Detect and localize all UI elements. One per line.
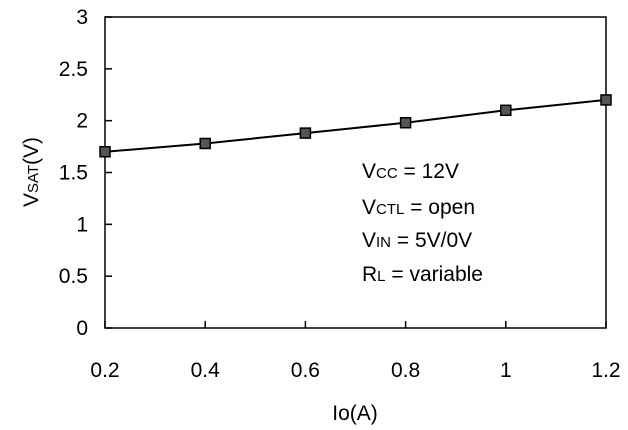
y-axis-title: VSAT(V) [20, 137, 43, 207]
y-tick-label: 2.5 [59, 58, 88, 81]
x-tick-label: 0.6 [291, 359, 320, 382]
conditions-annotation: VCC = 12V VCTL = open VIN = 5V/0V RL = v… [362, 160, 483, 286]
x-tick-label: 1.2 [591, 359, 620, 382]
y-axis-title-unit: (V) [20, 137, 43, 165]
y-tick-label: 0.5 [59, 265, 88, 288]
y-tick-label: 2 [76, 110, 88, 133]
y-tick-label: 1.5 [59, 162, 88, 185]
annotation-vctl: VCTL = open [362, 196, 475, 219]
x-tick-labels: 0.2 0.4 0.6 0.8 1 1.2 [90, 359, 620, 382]
x-axis-title: Io(A) [332, 402, 378, 425]
y-tick-label: 0 [76, 317, 88, 340]
y-tick-label: 3 [76, 6, 88, 29]
plot-area-frame [104, 16, 607, 329]
tick-marks [104, 16, 607, 329]
x-tick-label: 0.4 [191, 359, 221, 382]
annotation-rl: RL = variable [362, 263, 483, 286]
data-point-marker [399, 116, 412, 129]
x-tick-label: 1 [500, 359, 512, 382]
data-point-marker [99, 146, 111, 158]
data-point-marker [299, 127, 312, 139]
x-tick-label: 0.8 [391, 359, 420, 382]
annotation-vin: VIN = 5V/0V [362, 229, 472, 252]
data-point-marker [199, 137, 211, 150]
data-point-marker [600, 94, 612, 106]
y-tick-labels: 0 0.5 1 1.5 2 2.5 3 [59, 6, 88, 340]
x-tick-label: 0.2 [90, 359, 119, 382]
annotation-vcc: VCC = 12V [362, 160, 459, 183]
series-group [99, 94, 612, 158]
series-line [104, 98, 607, 153]
y-tick-label: 1 [76, 213, 88, 236]
y-axis-title-subscript: SAT [25, 165, 42, 193]
data-point-marker [500, 104, 512, 117]
y-axis-title-main: V [20, 193, 43, 207]
